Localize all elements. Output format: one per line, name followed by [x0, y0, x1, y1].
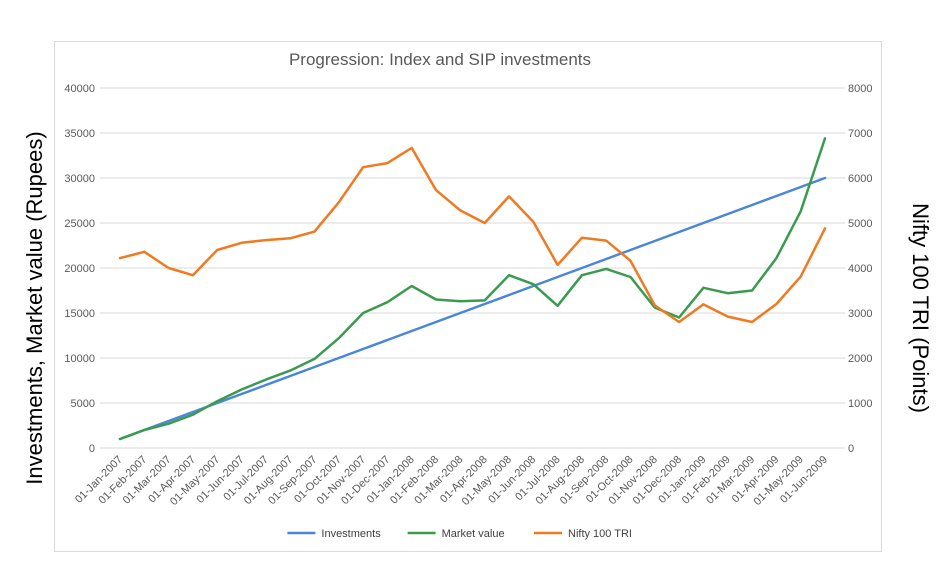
series-line-market-value	[118, 137, 827, 441]
right-axis-ticks: 0 1000 2000 3000 4000 5000 6000 7000 8000	[848, 83, 872, 455]
y-tick-label: 35000	[64, 128, 95, 140]
y-tick-label: 5000	[71, 398, 95, 410]
legend: Investments Market value Nifty 100 TRI	[287, 528, 632, 540]
x-axis-ticks: 01-Jan-200701-Feb-200701-Mar-200701-Apr-…	[73, 454, 830, 508]
y-tick-label: 40000	[64, 83, 95, 95]
chart-area	[54, 41, 882, 552]
y2-tick-label: 8000	[848, 83, 872, 95]
y2-tick-label: 6000	[848, 173, 872, 185]
y-tick-label: 25000	[64, 218, 95, 230]
legend-label-investments: Investments	[321, 528, 381, 540]
right-axis-title: Nifty 100 TRI (Points)	[908, 203, 933, 413]
y-tick-label: 15000	[64, 308, 95, 320]
y2-tick-label: 7000	[848, 128, 872, 140]
y2-tick-label: 5000	[848, 218, 872, 230]
y-tick-label: 10000	[64, 353, 95, 365]
y2-tick-label: 1000	[848, 398, 872, 410]
y2-tick-label: 2000	[848, 353, 872, 365]
y-tick-label: 30000	[64, 173, 95, 185]
y2-tick-label: 0	[848, 443, 854, 455]
y-tick-label: 20000	[64, 263, 95, 275]
left-axis-ticks: 0 5000 10000 15000 20000 25000 30000 35000 40000	[64, 83, 95, 455]
left-axis-title: Investments, Market value (Rupees)	[22, 131, 47, 484]
series-lines	[118, 137, 827, 441]
legend-label-market-value: Market value	[442, 528, 505, 540]
y-tick-label: 0	[89, 443, 95, 455]
chart-title: Progression: Index and SIP investments	[289, 50, 591, 69]
y2-tick-label: 3000	[848, 308, 872, 320]
gridlines	[100, 87, 845, 449]
y2-tick-label: 4000	[848, 263, 872, 275]
series-line-investments	[118, 176, 827, 441]
series-line-nifty-100-tri	[118, 146, 827, 324]
legend-label-nifty-100-tri: Nifty 100 TRI	[568, 528, 632, 540]
